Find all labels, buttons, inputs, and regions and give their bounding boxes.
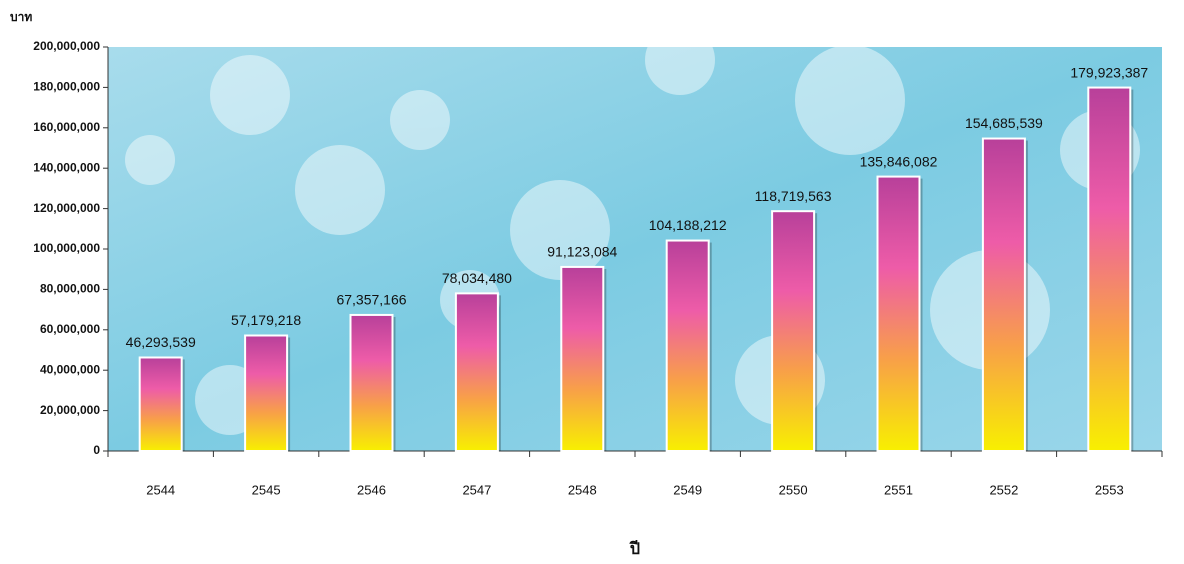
x-tick-label: 2545 bbox=[252, 482, 281, 497]
value-label: 154,685,539 bbox=[965, 115, 1043, 131]
x-tick-label: 2547 bbox=[462, 482, 491, 497]
x-tick-label: 2552 bbox=[989, 482, 1018, 497]
bar bbox=[981, 137, 1026, 452]
x-tick-label: 2550 bbox=[779, 482, 808, 497]
bar bbox=[138, 356, 183, 453]
x-tick-label: 2549 bbox=[673, 482, 702, 497]
y-tick-label: 100,000,000 bbox=[33, 241, 100, 255]
y-tick-label: 40,000,000 bbox=[40, 362, 100, 376]
value-label: 46,293,539 bbox=[126, 334, 196, 350]
x-tick-label: 2551 bbox=[884, 482, 913, 497]
value-label: 104,188,212 bbox=[649, 217, 727, 233]
value-label: 135,846,082 bbox=[860, 153, 938, 169]
y-tick-label: 20,000,000 bbox=[40, 403, 100, 417]
x-tick-label: 2546 bbox=[357, 482, 386, 497]
y-tick-label: 160,000,000 bbox=[33, 120, 100, 134]
bar bbox=[876, 175, 921, 452]
value-label: 118,719,563 bbox=[755, 188, 832, 204]
y-tick-label: 120,000,000 bbox=[33, 201, 100, 215]
x-axis-title: ปี bbox=[629, 539, 641, 558]
bar bbox=[244, 334, 289, 453]
y-tick-label: 80,000,000 bbox=[40, 282, 100, 296]
bar bbox=[771, 210, 816, 452]
bar bbox=[560, 265, 605, 452]
value-label: 179,923,387 bbox=[1070, 64, 1148, 80]
y-axis-title: บาท bbox=[10, 10, 32, 24]
bar bbox=[454, 292, 499, 453]
value-label: 67,357,166 bbox=[336, 292, 406, 308]
x-tick-label: 2553 bbox=[1095, 482, 1124, 497]
y-tick-label: 180,000,000 bbox=[33, 80, 100, 94]
x-tick-label: 2544 bbox=[146, 482, 175, 497]
x-tick-label: 2548 bbox=[568, 482, 597, 497]
y-tick-label: 140,000,000 bbox=[33, 160, 100, 174]
bar bbox=[1087, 86, 1132, 453]
y-tick-label: 60,000,000 bbox=[40, 322, 100, 336]
value-label: 91,123,084 bbox=[547, 244, 617, 260]
y-tick-label: 200,000,000 bbox=[33, 39, 100, 53]
value-label: 57,179,218 bbox=[231, 312, 301, 328]
bar bbox=[349, 313, 394, 453]
value-label: 78,034,480 bbox=[442, 270, 512, 286]
y-tick-label: 0 bbox=[93, 443, 100, 457]
bar bbox=[665, 239, 710, 452]
